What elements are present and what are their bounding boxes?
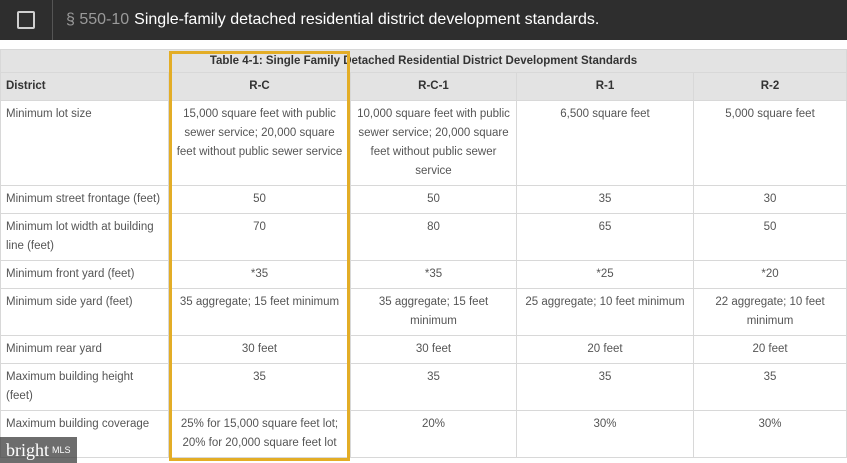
cell: 15,000 square feet with public sewer ser… [168,100,351,186]
table-caption: Table 4-1: Single Family Detached Reside… [0,49,847,73]
row-label: Minimum street frontage (feet) [0,185,169,214]
column-header: R-1 [516,72,694,101]
table-row: Minimum lot width at building line (feet… [0,213,847,261]
cell: 50 [350,185,517,214]
cell: 50 [168,185,351,214]
section-number: § 550-10 [66,11,130,28]
watermark-brand: bright [6,439,49,460]
row-label: Minimum rear yard [0,335,169,364]
table-row: Minimum street frontage (feet) 50 50 35 30 [0,185,847,214]
table-row: Maximum building coverage 25% for 15,000 … [0,410,847,458]
table-row: Minimum rear yard 30 feet 30 feet 20 feet 20… [0,335,847,364]
column-header: R-C-1 [350,72,517,101]
section-header: § 550-10 Single-family detached resident… [0,0,847,40]
table-head: Table 4-1: Single Family Detached Reside… [0,49,847,101]
checkbox[interactable] [17,11,35,29]
cell: 30 feet [350,335,517,364]
cell: 30% [692,410,847,458]
table-row: Minimum side yard (feet) 35 aggregate; 15… [0,288,847,336]
cell: 20% [350,410,517,458]
row-label: Minimum front yard (feet) [0,260,169,289]
cell: 10,000 square feet with public sewer ser… [350,100,517,186]
column-header: R-2 [692,72,847,101]
cell: 30% [516,410,694,458]
watermark-suffix: MLS [52,445,71,455]
table-row: Minimum lot size 15,000 square feet with … [0,100,847,186]
table-row: Maximum building height (feet) 35 35 35 35 [0,363,847,411]
cell: 22 aggregate; 10 feet minimum [692,288,847,336]
watermark: bright MLS [0,437,77,463]
cell: 30 feet [168,335,351,364]
caption-row: Table 4-1: Single Family Detached Reside… [0,49,847,73]
cell: 35 [692,363,847,411]
standards-table: Table 4-1: Single Family Detached Reside… [0,49,847,458]
row-label: Minimum side yard (feet) [0,288,169,336]
cell: 50 [692,213,847,261]
section-title: Single-family detached residential distr… [134,11,600,28]
cell: 25% for 15,000 square feet lot; 20% for … [168,410,351,458]
row-label: Maximum building height (feet) [0,363,169,411]
cell: *25 [516,260,694,289]
cell: 20 feet [692,335,847,364]
cell: 30 [692,185,847,214]
table-body: Minimum lot size 15,000 square feet with … [0,100,847,458]
cell: *35 [350,260,517,289]
cell: 35 [516,185,694,214]
cell: 6,500 square feet [516,100,694,186]
row-label: Minimum lot width at building line (feet… [0,213,169,261]
column-header: District [0,72,169,101]
cell: 65 [516,213,694,261]
divider [52,0,53,40]
header-row: District R-C R-C-1 R-1 R-2 [0,72,847,101]
cell: 25 aggregate; 10 feet minimum [516,288,694,336]
cell: 80 [350,213,517,261]
highlight-box [169,51,350,461]
cell: 5,000 square feet [692,100,847,186]
cell: 35 aggregate; 15 feet minimum [350,288,517,336]
cell: *20 [692,260,847,289]
column-header: R-C [168,72,351,101]
row-label: Minimum lot size [0,100,169,186]
cell: 35 aggregate; 15 feet minimum [168,288,351,336]
cell: 35 [516,363,694,411]
cell: 20 feet [516,335,694,364]
cell: 35 [350,363,517,411]
cell: 70 [168,213,351,261]
table-row: Minimum front yard (feet) *35 *35 *25 *20 [0,260,847,289]
